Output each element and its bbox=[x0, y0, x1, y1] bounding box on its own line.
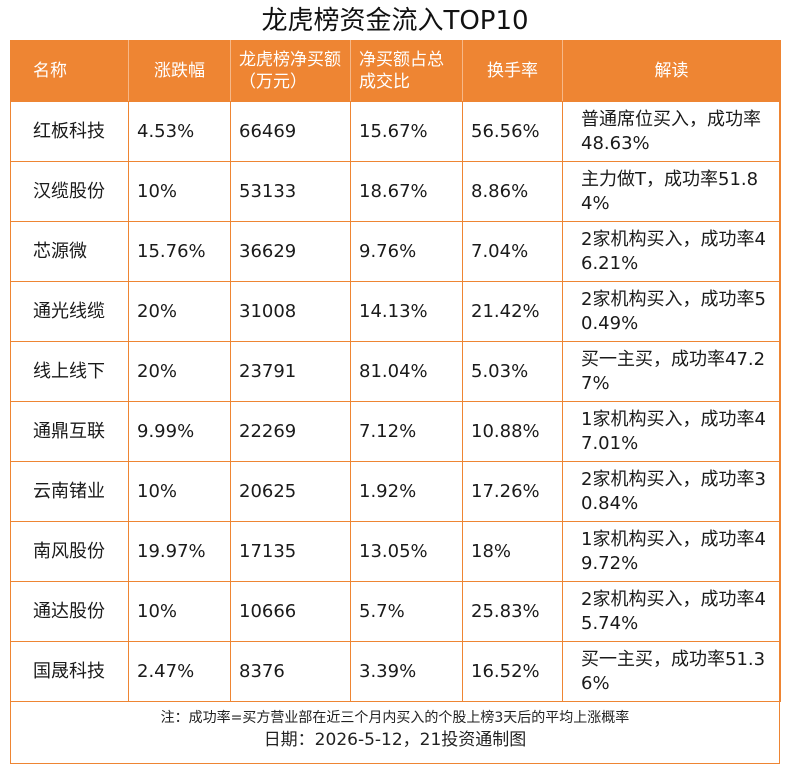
note-cell: 1家机构买入，成功率49.72% bbox=[562, 521, 781, 582]
table-row: 通达股份 10% 10666 5.7% 25.83% 2家机构买入，成功率45.… bbox=[10, 581, 781, 642]
change-cell: 9.99% bbox=[128, 401, 231, 462]
table-header-row: 名称 涨跌幅 龙虎榜净买额（万元） 净买额占总成交比 换手率 解读 bbox=[10, 40, 781, 102]
stock-name-cell: 云南锗业 bbox=[10, 461, 129, 522]
note-cell: 2家机构买入，成功率45.74% bbox=[562, 581, 781, 642]
ratio-cell: 7.12% bbox=[350, 401, 463, 462]
note-cell: 买一主买，成功率51.36% bbox=[562, 641, 781, 702]
column-header-name: 名称 bbox=[10, 40, 129, 102]
footnote: 注：成功率=买方营业部在近三个月内买入的个股上榜3天后的平均上涨概率 bbox=[160, 710, 630, 726]
stock-name-cell: 线上线下 bbox=[10, 341, 129, 402]
change-cell: 20% bbox=[128, 341, 231, 402]
table-row: 南风股份 19.97% 17135 13.05% 18% 1家机构买入，成功率4… bbox=[10, 521, 781, 582]
net-buy-cell: 20625 bbox=[230, 461, 351, 522]
column-header-ratio: 净买额占总成交比 bbox=[350, 40, 463, 102]
ratio-cell: 18.67% bbox=[350, 161, 463, 222]
table-row: 线上线下 20% 23791 81.04% 5.03% 买一主买，成功率47.2… bbox=[10, 341, 781, 402]
ratio-cell: 3.39% bbox=[350, 641, 463, 702]
change-cell: 19.97% bbox=[128, 521, 231, 582]
note-cell: 2家机构买入，成功率46.21% bbox=[562, 221, 781, 282]
ratio-cell: 5.7% bbox=[350, 581, 463, 642]
table-row: 通光线缆 20% 31008 14.13% 21.42% 2家机构买入，成功率5… bbox=[10, 281, 781, 342]
table-row: 通鼎互联 9.99% 22269 7.12% 10.88% 1家机构买入，成功率… bbox=[10, 401, 781, 462]
ratio-cell: 81.04% bbox=[350, 341, 463, 402]
table-row: 芯源微 15.76% 36629 9.76% 7.04% 2家机构买入，成功率4… bbox=[10, 221, 781, 282]
stock-name-cell: 芯源微 bbox=[10, 221, 129, 282]
stock-name-cell: 国晟科技 bbox=[10, 641, 129, 702]
stock-name-cell: 通达股份 bbox=[10, 581, 129, 642]
stock-name-cell: 通鼎互联 bbox=[10, 401, 129, 462]
turnover-cell: 56.56% bbox=[462, 101, 563, 162]
column-header-note: 解读 bbox=[562, 40, 781, 102]
change-cell: 2.47% bbox=[128, 641, 231, 702]
ratio-cell: 13.05% bbox=[350, 521, 463, 582]
turnover-cell: 10.88% bbox=[462, 401, 563, 462]
net-buy-cell: 31008 bbox=[230, 281, 351, 342]
net-buy-cell: 17135 bbox=[230, 521, 351, 582]
table-row: 红板科技 4.53% 66469 15.67% 56.56% 普通席位买入，成功… bbox=[10, 101, 781, 162]
note-cell: 买一主买，成功率47.27% bbox=[562, 341, 781, 402]
net-buy-cell: 10666 bbox=[230, 581, 351, 642]
turnover-cell: 8.86% bbox=[462, 161, 563, 222]
turnover-cell: 7.04% bbox=[462, 221, 563, 282]
footer: 注：成功率=买方营业部在近三个月内买入的个股上榜3天后的平均上涨概率 日期：20… bbox=[10, 704, 780, 752]
column-header-turnover: 换手率 bbox=[462, 40, 563, 102]
ratio-cell: 9.76% bbox=[350, 221, 463, 282]
net-buy-cell: 53133 bbox=[230, 161, 351, 222]
change-cell: 10% bbox=[128, 581, 231, 642]
turnover-cell: 5.03% bbox=[462, 341, 563, 402]
change-cell: 20% bbox=[128, 281, 231, 342]
turnover-cell: 16.52% bbox=[462, 641, 563, 702]
net-buy-cell: 66469 bbox=[230, 101, 351, 162]
change-cell: 10% bbox=[128, 161, 231, 222]
table-row: 汉缆股份 10% 53133 18.67% 8.86% 主力做T，成功率51.8… bbox=[10, 161, 781, 222]
ratio-cell: 14.13% bbox=[350, 281, 463, 342]
turnover-cell: 25.83% bbox=[462, 581, 563, 642]
column-header-change: 涨跌幅 bbox=[128, 40, 231, 102]
stock-name-cell: 通光线缆 bbox=[10, 281, 129, 342]
top10-table: 名称 涨跌幅 龙虎榜净买额（万元） 净买额占总成交比 换手率 解读 红板科技 4… bbox=[10, 40, 781, 702]
stock-name-cell: 汉缆股份 bbox=[10, 161, 129, 222]
table-row: 国晟科技 2.47% 8376 3.39% 16.52% 买一主买，成功率51.… bbox=[10, 641, 781, 702]
change-cell: 10% bbox=[128, 461, 231, 522]
note-cell: 2家机构买入，成功率30.84% bbox=[562, 461, 781, 522]
change-cell: 15.76% bbox=[128, 221, 231, 282]
note-cell: 1家机构买入，成功率47.01% bbox=[562, 401, 781, 462]
page-title: 龙虎榜资金流入TOP10 bbox=[261, 6, 529, 36]
stock-name-cell: 红板科技 bbox=[10, 101, 129, 162]
net-buy-cell: 22269 bbox=[230, 401, 351, 462]
table-row: 云南锗业 10% 20625 1.92% 17.26% 2家机构买入，成功率30… bbox=[10, 461, 781, 522]
note-cell: 普通席位买入，成功率48.63% bbox=[562, 101, 781, 162]
net-buy-cell: 8376 bbox=[230, 641, 351, 702]
net-buy-cell: 36629 bbox=[230, 221, 351, 282]
turnover-cell: 18% bbox=[462, 521, 563, 582]
note-cell: 2家机构买入，成功率50.49% bbox=[562, 281, 781, 342]
date-credit-line: 日期：2026-5-12，21投资通制图 bbox=[263, 730, 527, 750]
column-header-net-buy: 龙虎榜净买额（万元） bbox=[230, 40, 351, 102]
net-buy-cell: 23791 bbox=[230, 341, 351, 402]
change-cell: 4.53% bbox=[128, 101, 231, 162]
stock-name-cell: 南风股份 bbox=[10, 521, 129, 582]
ratio-cell: 1.92% bbox=[350, 461, 463, 522]
note-cell: 主力做T，成功率51.84% bbox=[562, 161, 781, 222]
turnover-cell: 17.26% bbox=[462, 461, 563, 522]
ratio-cell: 15.67% bbox=[350, 101, 463, 162]
turnover-cell: 21.42% bbox=[462, 281, 563, 342]
